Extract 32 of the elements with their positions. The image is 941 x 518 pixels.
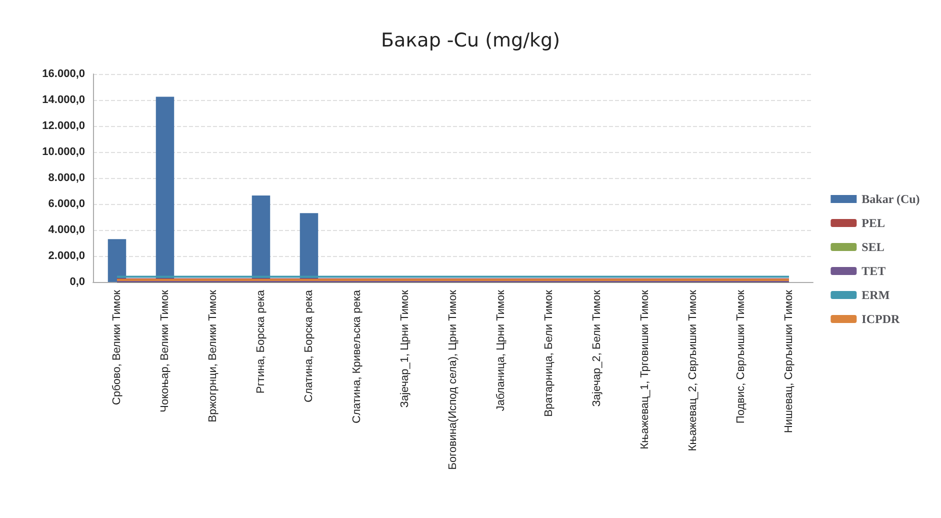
- y-tick-label: 2.000,0: [48, 250, 85, 262]
- x-tick-label: Боговина(Испод села), Црни Тимок: [447, 290, 459, 470]
- y-tick-label: 0,0: [70, 276, 85, 288]
- legend-label: ERM: [862, 288, 890, 302]
- legend-label: SEL: [862, 240, 884, 254]
- x-tick-label: Вржогрнци, Велики Тимок: [207, 290, 219, 422]
- legend-label: TET: [862, 264, 886, 278]
- x-tick-label: Нишевац, Сврљишки Тимок: [783, 290, 795, 434]
- y-tick-label: 12.000,0: [42, 120, 85, 132]
- x-tick-label: Подвис, Сврљишки Тимок: [735, 290, 747, 424]
- y-tick-label: 8.000,0: [48, 172, 85, 184]
- legend-label: PEL: [862, 216, 886, 230]
- bar: [108, 239, 126, 282]
- x-tick-label: Ргтина, Борска река: [255, 289, 267, 394]
- x-tick-label: Књажевац_1, Трговишки Тимок: [639, 290, 651, 450]
- y-tick-label: 16.000,0: [42, 68, 85, 80]
- legend-label: Bakar (Cu): [862, 192, 920, 206]
- y-tick-label: 4.000,0: [48, 224, 85, 236]
- y-tick-label: 14.000,0: [42, 94, 85, 106]
- y-tick-label: 6.000,0: [48, 198, 85, 210]
- x-tick-label: Књажевац_2, Сврљишки Тимок: [687, 290, 699, 452]
- y-tick-label: 10.000,0: [42, 146, 85, 158]
- x-tick-label: Зајечар_2, Бели Тимок: [591, 290, 603, 407]
- chart-title: Бакар -Cu (mg/kg): [381, 30, 560, 52]
- legend-label: ICPDR: [862, 312, 900, 326]
- x-tick-label: Слатина, Кривељска река: [351, 289, 363, 424]
- x-tick-label: Вратарница, Бели Тимок: [543, 290, 555, 417]
- x-tick-label: Слатина, Борска река: [303, 289, 315, 402]
- x-tick-label: Чокоњар, Велики Тимок: [159, 290, 171, 412]
- x-tick-label: Србово, Велики Тимок: [111, 290, 123, 405]
- x-tick-label: Јабланица, Црни Тимок: [495, 290, 507, 412]
- x-tick-label: Зајечар_1, Црни Тимок: [399, 290, 411, 408]
